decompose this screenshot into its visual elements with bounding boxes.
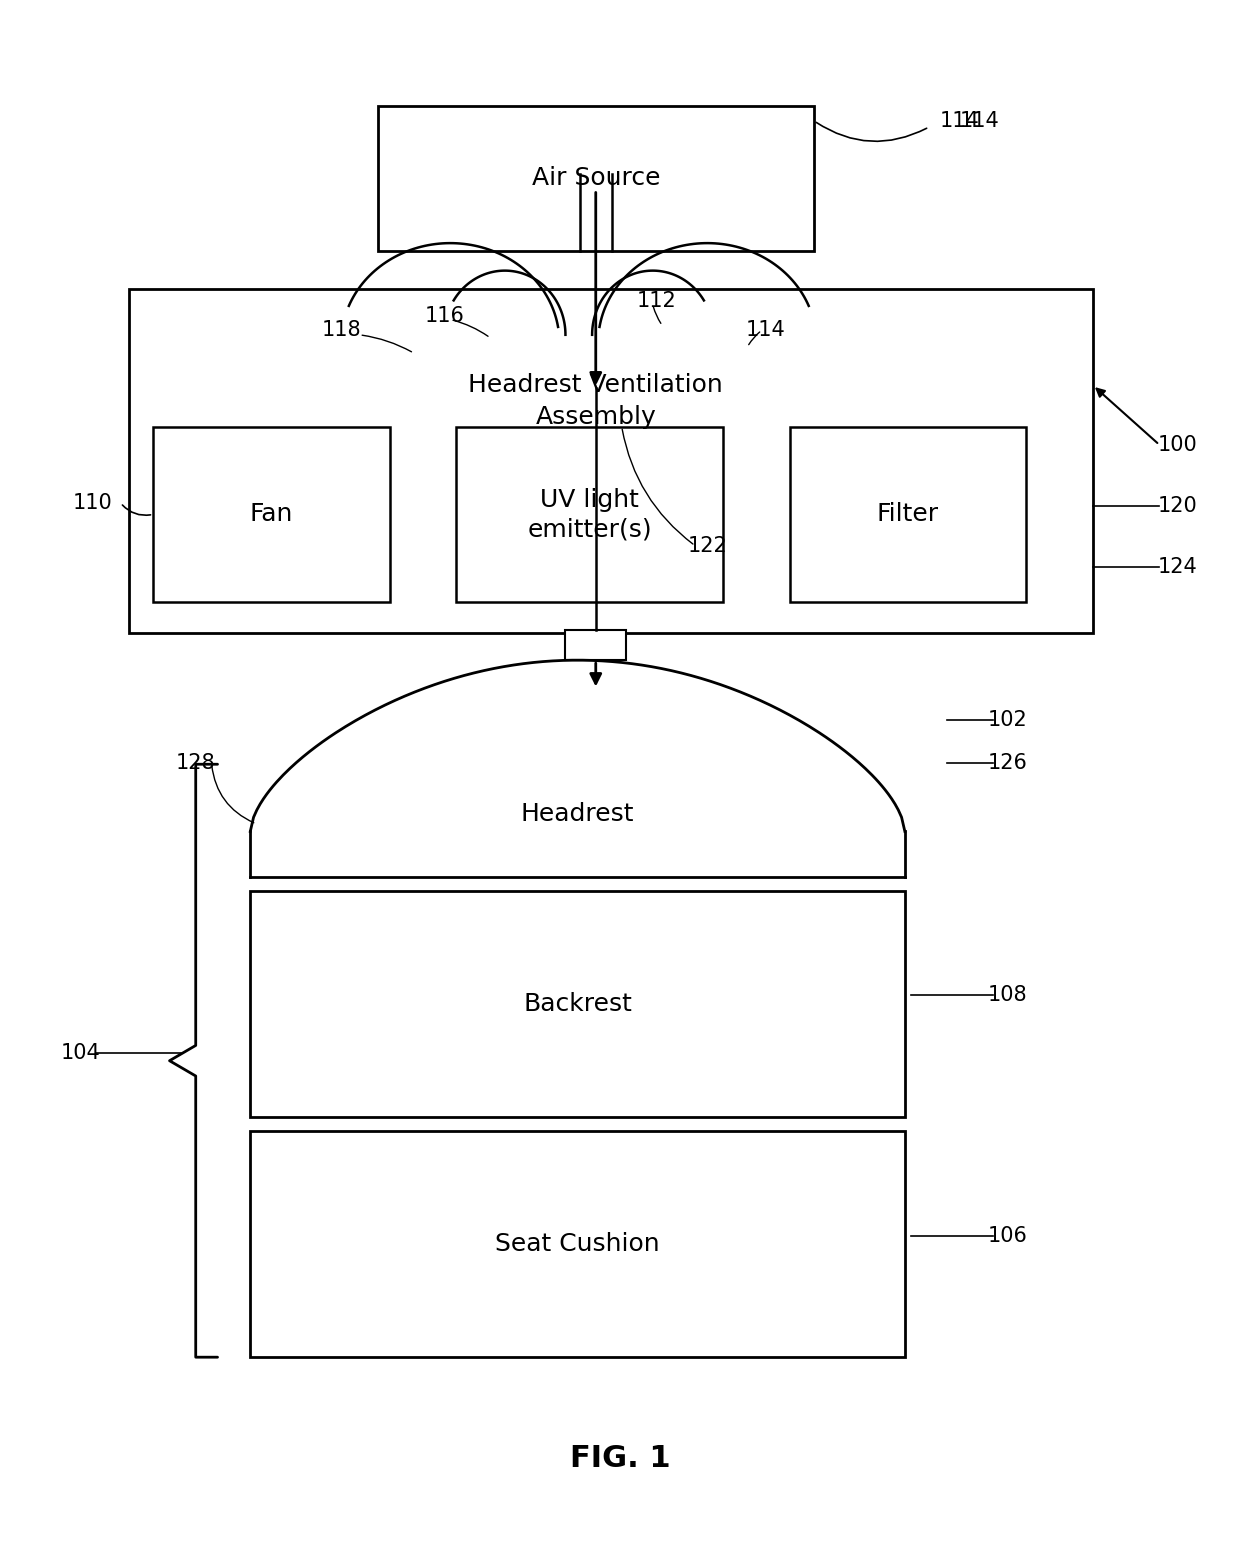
Text: FIG. 1: FIG. 1	[569, 1444, 671, 1472]
Text: 114: 114	[745, 321, 785, 341]
Bar	[250, 892, 905, 1117]
Text: 110: 110	[73, 493, 113, 513]
Text: Air Source: Air Source	[532, 166, 660, 190]
Text: Seat Cushion: Seat Cushion	[495, 1232, 660, 1256]
Bar	[250, 1131, 905, 1357]
Bar	[565, 630, 626, 660]
Text: 116: 116	[424, 307, 464, 327]
Text: 106: 106	[988, 1226, 1028, 1246]
Bar	[456, 426, 723, 602]
Text: 128: 128	[176, 753, 216, 773]
Text: 124: 124	[1158, 557, 1198, 577]
Text: Headrest: Headrest	[521, 801, 635, 826]
Text: 102: 102	[988, 710, 1028, 730]
Text: Headrest Ventilation
Assembly: Headrest Ventilation Assembly	[469, 373, 723, 428]
Text: 126: 126	[988, 753, 1028, 773]
Text: 100: 100	[1158, 434, 1198, 454]
Text: 120: 120	[1158, 496, 1198, 517]
Text: Backrest: Backrest	[523, 993, 632, 1016]
Bar	[129, 289, 1092, 633]
Text: 114: 114	[960, 110, 999, 131]
Text: 104: 104	[61, 1043, 100, 1063]
Bar	[377, 106, 813, 251]
Text: UV light
emitter(s): UV light emitter(s)	[527, 487, 652, 541]
Text: Fan: Fan	[249, 503, 293, 526]
Text: 114: 114	[940, 110, 980, 131]
Text: 122: 122	[687, 535, 727, 555]
Bar	[154, 426, 389, 602]
Text: Filter: Filter	[877, 503, 939, 526]
Text: 118: 118	[321, 321, 361, 341]
Text: 112: 112	[636, 291, 676, 311]
Text: 108: 108	[988, 985, 1028, 1005]
Bar	[790, 426, 1025, 602]
